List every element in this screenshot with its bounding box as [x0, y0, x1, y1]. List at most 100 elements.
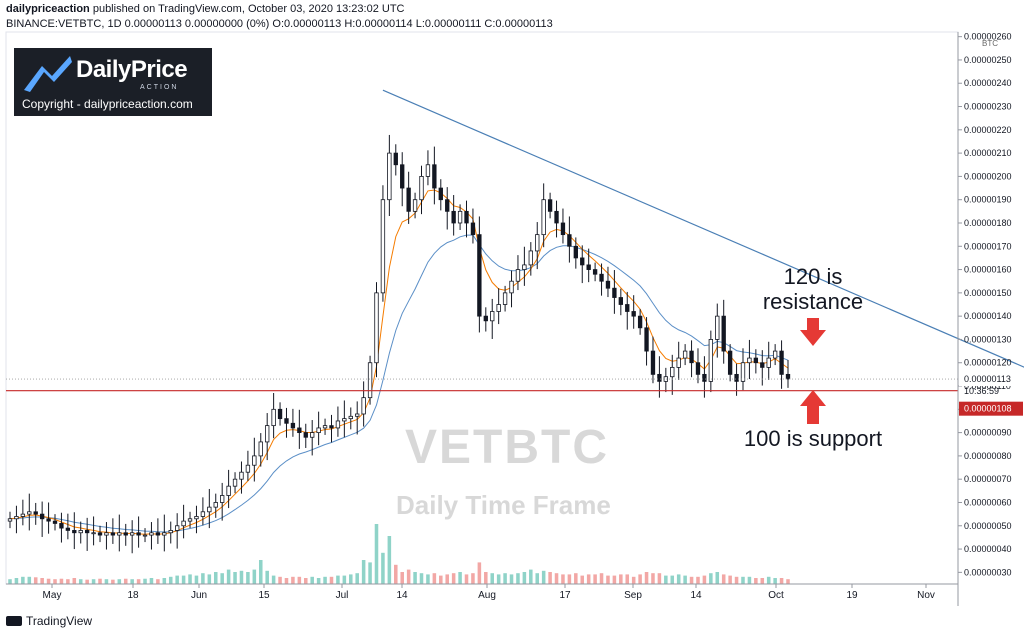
candle-up — [104, 532, 109, 536]
x-tick-label: Oct — [768, 590, 784, 601]
volume-bar — [625, 574, 630, 584]
volume-bar — [130, 579, 134, 584]
candle-up — [515, 269, 521, 282]
volume-bar — [252, 569, 257, 584]
volume-bar — [8, 579, 12, 584]
volume-bar — [593, 574, 597, 584]
candle-up — [220, 495, 225, 503]
volume-bar — [258, 560, 263, 584]
volume-bar — [631, 576, 636, 584]
volume-bar — [586, 574, 591, 584]
candle-up — [676, 357, 681, 368]
volume-bar — [471, 573, 475, 584]
y-tick-label: 0.00000140 — [964, 311, 1012, 321]
volume-bar — [406, 569, 411, 584]
volume-bar — [458, 572, 462, 584]
volume-bar — [329, 576, 334, 584]
candle-down — [445, 199, 450, 212]
candle-down — [560, 222, 566, 236]
volume-bar — [246, 572, 250, 584]
candle-up — [528, 250, 533, 266]
x-tick-label: May — [43, 590, 62, 601]
candle-down — [721, 315, 726, 352]
candle-down — [136, 532, 141, 536]
candle-down — [290, 422, 296, 429]
volume-bar — [612, 575, 617, 584]
y-tick-label: 0.00000040 — [964, 544, 1012, 554]
support-price-label: 0.00000108 — [964, 404, 1012, 414]
candle-down — [586, 264, 591, 270]
candle-down — [303, 432, 308, 438]
candle-up — [419, 176, 424, 201]
volume-bar — [355, 573, 359, 584]
candle-up — [194, 516, 199, 520]
logo-brand: DailyPrice — [76, 56, 188, 83]
candle-up — [149, 532, 154, 536]
volume-bar — [188, 574, 192, 584]
candle-up — [457, 210, 463, 224]
candle-up — [496, 304, 501, 312]
volume-bar — [33, 577, 38, 584]
volume-bar — [104, 579, 109, 584]
volume-bar — [657, 573, 662, 584]
candle-up — [374, 292, 379, 364]
y-tick-label: 0.00000190 — [964, 195, 1012, 205]
candle-up — [207, 506, 212, 513]
candle-up — [27, 511, 32, 515]
candle-up — [181, 520, 186, 527]
candle-up — [670, 366, 675, 378]
volume-bar — [541, 570, 546, 584]
candle-down — [753, 357, 759, 364]
candle-down — [605, 280, 611, 289]
volume-bar — [394, 564, 398, 584]
x-tick-label: 14 — [690, 590, 702, 601]
countdown-label: 10:36:59 — [964, 386, 999, 396]
volume-bar — [14, 578, 19, 584]
candle-down — [470, 222, 476, 236]
published-text: published on TradingView.com, October 03… — [92, 3, 405, 15]
volume-bar — [278, 576, 282, 584]
candle-down — [65, 527, 71, 531]
watermark-subtitle: Daily Time Frame — [396, 490, 611, 520]
candle-down — [580, 257, 585, 266]
volume-bar — [162, 578, 167, 584]
y-tick-label: 0.00000050 — [964, 521, 1012, 531]
candle-down — [573, 245, 578, 259]
volume-bar — [381, 552, 385, 584]
y-tick-label: 0.00000220 — [964, 125, 1012, 135]
support-price-label-bg — [959, 401, 1023, 416]
candle-down — [612, 287, 617, 298]
tradingview-footer[interactable]: TradingView — [6, 614, 92, 628]
volume-bar — [490, 573, 494, 584]
x-tick-label: 18 — [127, 590, 139, 601]
resistance-annotation-line2: resistance — [762, 289, 864, 314]
volume-bar — [651, 573, 655, 584]
brand-logo-box: DailyPrice ACTION Copyright - dailyprice… — [14, 48, 212, 116]
candle-up — [117, 532, 122, 536]
candle-down — [644, 327, 649, 352]
volume-bar — [194, 575, 199, 584]
publisher-name[interactable]: dailypriceaction — [6, 3, 90, 15]
candle-down — [785, 373, 791, 380]
candle-up — [252, 455, 257, 466]
candle-down — [657, 373, 662, 382]
volume-bar — [168, 576, 173, 584]
candle-up — [7, 518, 13, 522]
down-arrow-icon — [800, 318, 826, 346]
volume-bar — [786, 579, 790, 584]
candle-down — [59, 523, 64, 529]
volume-bar — [715, 572, 720, 584]
candle-down — [779, 350, 784, 375]
volume-bar — [496, 574, 501, 584]
volume-bar — [522, 572, 527, 584]
candle-down — [72, 530, 77, 534]
volume-bar — [696, 576, 700, 584]
symbol-line: BINANCE:VETBTC, 1D 0.00000113 0.00000000… — [6, 18, 553, 30]
candle-up — [425, 164, 431, 177]
candle-up — [740, 362, 746, 382]
candle-down — [284, 418, 289, 424]
x-tick-label: Jun — [191, 590, 207, 601]
volume-bar — [509, 574, 514, 584]
time-axis: May 18 Jun 15 Jul 14 Aug 17 Sep 14 Oct 19 Nov — [6, 583, 958, 601]
